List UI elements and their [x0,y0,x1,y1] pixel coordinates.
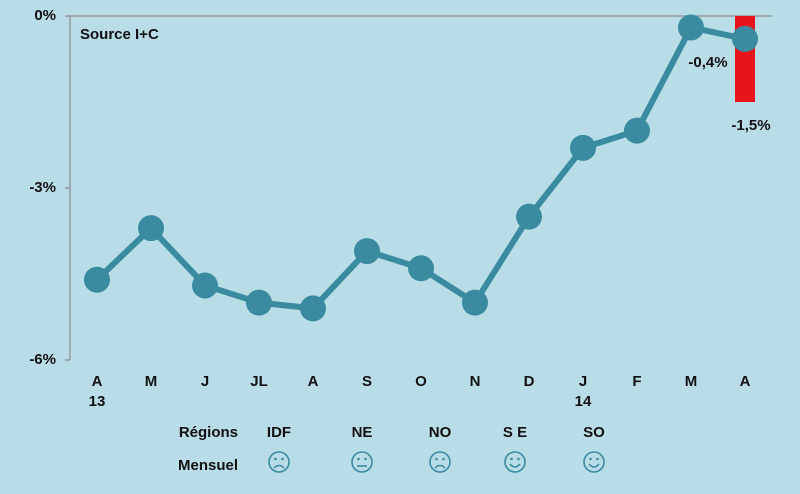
line-marker [246,289,272,316]
line-marker [192,272,218,299]
x-tick-label: N [470,373,481,390]
x-tick-label: A [92,373,103,390]
x-tick-label: D [524,373,535,390]
regions-label: Régions [179,424,238,441]
x-tick-label: J [579,373,587,390]
x-tick-label: J [201,373,209,390]
x-sub-label: 13 [89,393,106,410]
x-sub-label: 14 [575,393,592,410]
line-marker [624,117,650,144]
line-marker [408,255,434,282]
x-tick-label: O [415,373,427,390]
region-label: NO [429,424,452,441]
x-tick-label: M [685,373,698,390]
line-marker [462,289,488,316]
x-tick-label: S [362,373,372,390]
mood-icons [268,451,605,473]
line-marker [138,215,164,242]
y-tick-label: 0% [34,7,56,24]
line-marker [570,134,596,161]
line-value-label: -0,4% [688,54,727,71]
region-label: NE [352,424,373,441]
source-label: Source I+C [80,26,159,43]
monthly-label: Mensuel [178,457,238,474]
x-tick-label: JL [250,373,268,390]
line-marker [84,266,110,293]
line-marker [300,295,326,322]
line-marker [678,14,704,41]
region-label: IDF [267,424,291,441]
region-label: SO [583,424,605,441]
line-marker [732,25,758,52]
x-tick-label: A [740,373,751,390]
region-label: S E [503,424,527,441]
line-marker [354,238,380,265]
x-tick-label: A [308,373,319,390]
y-tick-label: -3% [29,179,56,196]
y-tick-label: -6% [29,351,56,368]
line-marker [516,203,542,230]
x-tick-label: F [632,373,641,390]
x-tick-label: M [145,373,158,390]
bar-value-label: -1,5% [731,117,770,134]
